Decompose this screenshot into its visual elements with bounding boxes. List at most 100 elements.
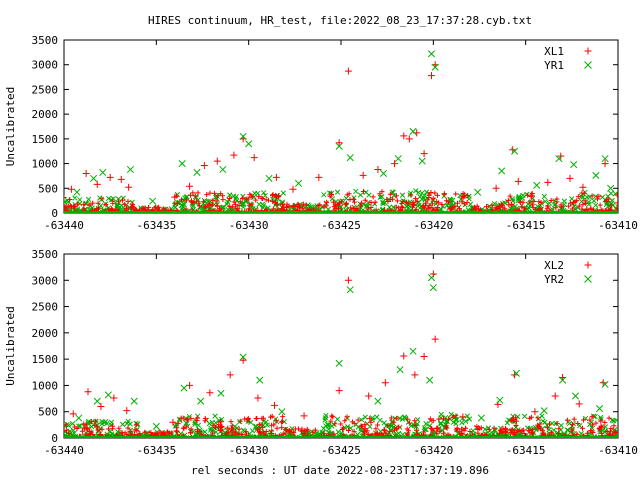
data-point-yr1 [126,165,135,174]
x-tick-label: -63440 [44,219,84,232]
data-point-yr1 [607,184,615,192]
data-point-xl1 [82,169,90,177]
y-tick-label: 1000 [32,158,59,171]
x-tick-label: -63420 [413,444,453,457]
y-tick-label: 1500 [32,353,59,366]
y-tick-label: 2500 [32,301,59,314]
x-tick-label: -63410 [598,444,638,457]
data-point-yr2 [75,414,83,422]
data-point-xl1 [461,191,469,199]
data-point-yr1 [335,142,343,150]
legend-marker-xl1 [584,47,592,55]
data-point-xl1 [213,157,221,165]
data-point-yr2 [93,397,101,405]
y-tick-label: 3000 [32,274,59,287]
x-tick-label: -63415 [506,444,546,457]
data-point-yr1 [219,165,227,174]
y-tick-label: 2000 [32,108,59,121]
data-point-xl2 [551,392,559,400]
data-point-yr1 [193,168,201,177]
data-point-yr2 [426,376,434,384]
data-point-yr1 [533,181,541,189]
data-point-xl1 [250,154,258,162]
data-point-xl1 [427,72,435,80]
data-point-yr1 [418,157,426,165]
data-point-yr2 [278,408,286,416]
data-point-yr2 [409,347,417,355]
data-point-xl1 [272,173,280,181]
data-point-xl1 [601,160,609,168]
y-tick-label: 1000 [32,379,59,392]
data-point-yr2 [130,397,138,405]
data-point-yr1 [592,171,600,179]
x-tick-label: -63420 [413,219,453,232]
data-point-yr1 [394,155,402,163]
data-point-xl2 [254,394,262,402]
legend-label-yr2: YR2 [544,273,564,286]
data-point-xl2 [344,276,352,284]
data-point-xl2 [169,418,177,426]
data-point-yr1 [89,174,98,182]
data-point-xl2 [300,412,308,420]
x-tick-label: -63410 [598,219,638,232]
data-point-yr1 [99,168,107,177]
y-tick-label: 1500 [32,133,59,146]
data-point-xl1 [359,171,367,179]
data-point-yr1 [511,147,519,155]
data-point-xl2 [365,392,373,400]
x-tick-label: -63430 [229,444,269,457]
data-point-yr2 [346,286,354,294]
data-point-xl2 [226,371,234,379]
data-point-xl1 [289,185,297,193]
data-point-xl1 [315,173,323,181]
data-point-yr2 [571,392,580,400]
data-point-xl2 [239,356,247,364]
data-point-xl1 [125,183,133,191]
data-point-xl1 [117,175,125,183]
data-point-xl1 [344,67,352,75]
data-point-xl2 [420,353,428,361]
data-point-xl1 [527,191,535,199]
x-tick-label: -63425 [321,219,361,232]
data-point-xl2 [381,379,389,387]
data-point-yr2 [152,422,160,430]
data-point-xl1 [492,184,500,192]
data-point-xl1 [400,132,408,140]
data-point-yr2 [429,284,437,292]
data-point-yr2 [217,389,225,397]
data-point-xl2 [411,371,419,379]
data-point-yr2 [256,376,264,384]
legend-label-yr1: YR1 [544,59,564,72]
data-point-yr1 [555,155,563,163]
data-point-yr2 [496,396,504,404]
x-tick-label: -63430 [229,219,269,232]
y-tick-label: 0 [51,207,58,220]
data-point-xl2 [531,408,539,416]
data-point-yr2 [104,391,112,399]
x-axis-label: rel seconds : UT date 2022-08-23T17:37:1… [191,464,489,477]
data-point-xl1 [374,166,382,174]
bottom-panel: 0 500 1000 1500 2000 2500 3000 3500 -63440 -63435… [4,248,638,457]
x-tick-label: -63435 [136,219,176,232]
data-point-yr1 [601,155,609,163]
x-tick-label: -63435 [136,444,176,457]
data-point-yr1 [178,160,186,168]
data-point-xl2 [97,402,105,410]
data-point-yr2 [477,414,485,422]
data-point-xl2 [400,352,408,360]
data-point-xl2 [459,413,467,421]
data-point-yr1 [294,179,303,187]
y-tick-label: 500 [38,406,58,419]
y-axis-label: Uncalibrated [4,87,17,166]
data-point-yr2 [540,407,548,415]
data-point-yr1 [474,188,482,196]
data-point-yr2 [239,353,247,361]
data-point-xl1 [579,183,587,191]
data-point-yr1 [379,169,388,178]
data-point-yr2 [197,397,205,405]
y-tick-label: 2000 [32,327,59,340]
data-point-xl1 [186,182,194,190]
x-tick-label: -63415 [506,219,546,232]
data-point-yr2 [335,359,343,367]
